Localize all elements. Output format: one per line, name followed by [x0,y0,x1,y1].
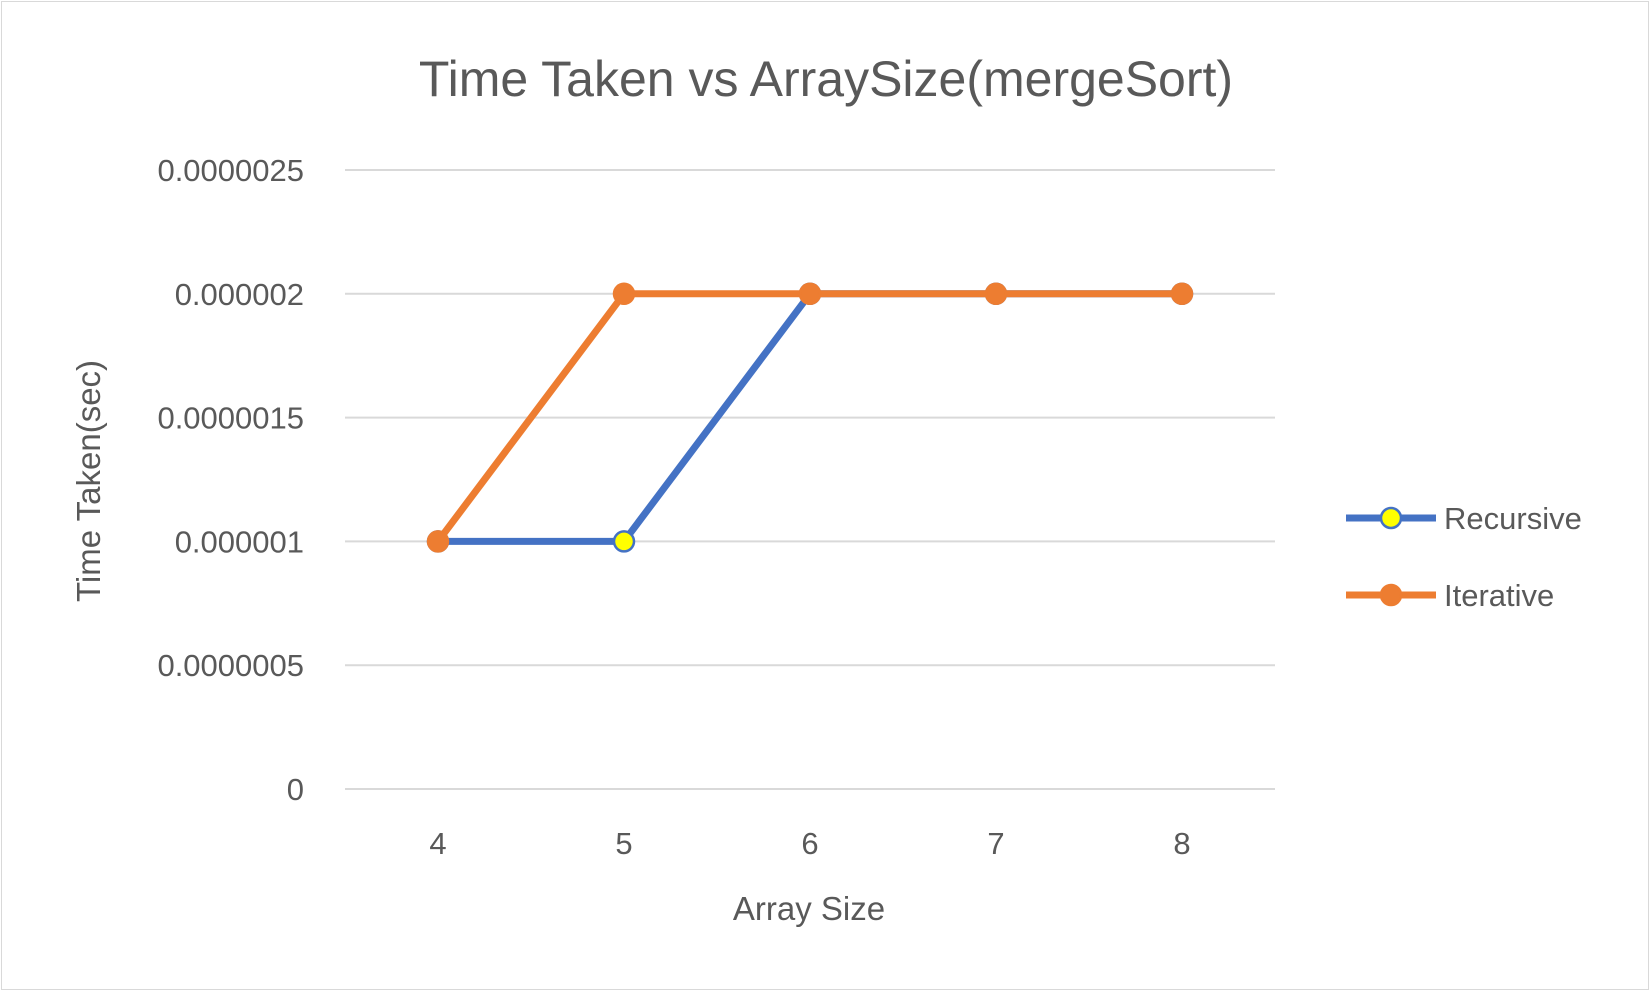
legend-item: Recursive [1346,501,1582,536]
data-point [612,282,636,306]
data-point [798,282,822,306]
data-point [426,530,450,553]
y-tick-label: 0.0000015 [157,401,304,436]
y-tick-label: 0.0000025 [157,153,304,188]
y-axis-ticks: 0 0.0000005 0.000001 0.0000015 0.000002 0.000… [157,153,304,807]
x-axis-ticks: 4 5 6 7 8 [429,826,1190,861]
y-tick-label: 0.0000005 [157,648,304,683]
y-tick-label: 0.000002 [175,277,304,312]
x-tick-label: 4 [429,826,446,861]
x-tick-label: 7 [987,826,1004,861]
x-tick-label: 5 [615,826,632,861]
y-tick-label: 0.000001 [175,524,304,559]
series-layer [426,282,1194,553]
data-point [1170,282,1194,306]
legend-item: Iterative [1346,578,1554,613]
legend-marker [1379,506,1403,530]
x-axis-title: Array Size [733,890,885,927]
series-iterative [426,282,1194,553]
y-axis-title: Time Taken(sec) [70,360,107,602]
data-point [612,530,636,553]
legend-marker [1379,583,1403,607]
legend-label: Iterative [1444,578,1554,613]
legend: Recursive Iterative [1346,501,1582,613]
legend-label: Recursive [1444,501,1582,536]
data-point [984,282,1008,306]
x-tick-label: 6 [801,826,818,861]
x-tick-label: 8 [1173,826,1190,861]
y-tick-label: 0 [287,772,304,807]
chart-title: Time Taken vs ArraySize(mergeSort) [419,51,1233,107]
